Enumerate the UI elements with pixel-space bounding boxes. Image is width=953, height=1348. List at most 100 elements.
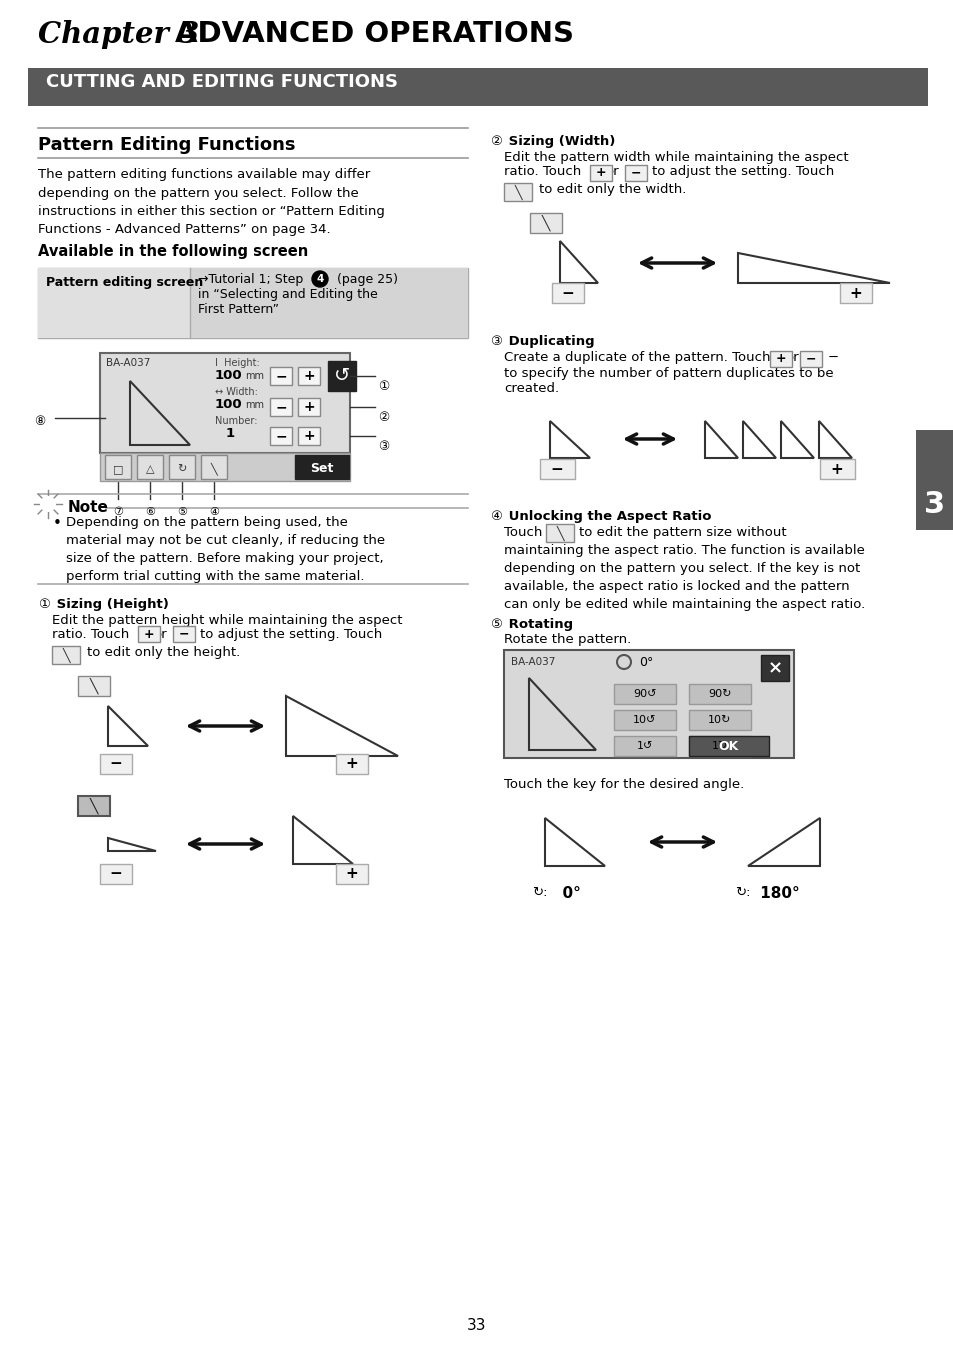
Text: ╲: ╲ <box>556 526 563 541</box>
Text: ↻: ↻ <box>177 464 187 474</box>
Bar <box>335 864 368 884</box>
Text: Chapter 3: Chapter 3 <box>38 20 199 49</box>
Text: ADVANCED OPERATIONS: ADVANCED OPERATIONS <box>174 20 574 49</box>
Text: ╲: ╲ <box>541 214 550 231</box>
Text: 10↻: 10↻ <box>707 714 731 725</box>
Text: Note: Note <box>68 500 109 515</box>
Text: I  Height:: I Height: <box>214 359 259 368</box>
Text: −: − <box>110 756 122 771</box>
Bar <box>169 456 194 479</box>
Text: Edit the pattern height while maintaining the aspect: Edit the pattern height while maintainin… <box>52 613 402 627</box>
Bar <box>614 710 676 731</box>
Bar <box>552 283 583 303</box>
Bar <box>100 353 350 453</box>
Bar <box>769 350 791 367</box>
Bar <box>28 67 927 106</box>
Text: □: □ <box>112 464 123 474</box>
Text: −: − <box>110 867 122 882</box>
Text: 100: 100 <box>214 369 242 381</box>
Bar <box>201 456 227 479</box>
Bar <box>138 625 160 642</box>
Bar <box>335 754 368 774</box>
Text: 180°: 180° <box>754 886 799 900</box>
Text: BA-A037: BA-A037 <box>106 359 151 368</box>
Text: First Pattern”: First Pattern” <box>198 303 278 315</box>
Text: +: + <box>830 461 842 476</box>
Text: −: − <box>805 352 816 365</box>
Text: ratio. Touch: ratio. Touch <box>503 164 580 178</box>
Text: Edit the pattern width while maintaining the aspect: Edit the pattern width while maintaining… <box>503 151 848 164</box>
Bar <box>78 675 110 696</box>
Bar <box>539 460 575 479</box>
Text: ratio. Touch: ratio. Touch <box>52 628 129 642</box>
Text: ╲: ╲ <box>514 185 521 200</box>
Text: ①: ① <box>38 599 50 611</box>
Text: ②: ② <box>490 135 501 148</box>
Bar <box>270 367 292 386</box>
Text: ↻:: ↻: <box>532 886 547 899</box>
Bar <box>78 797 110 816</box>
Bar <box>172 625 194 642</box>
Text: ×: × <box>766 659 781 677</box>
Text: −: − <box>178 628 189 640</box>
Bar <box>294 456 349 479</box>
Circle shape <box>41 497 55 511</box>
Text: 0°: 0° <box>639 656 653 669</box>
Bar <box>688 710 750 731</box>
Text: +: + <box>303 400 314 414</box>
Text: Pattern editing screen: Pattern editing screen <box>46 276 203 288</box>
Text: ①: ① <box>377 380 389 394</box>
Bar <box>190 268 468 338</box>
Text: or: or <box>604 164 618 178</box>
Text: 90↺: 90↺ <box>633 689 656 700</box>
Text: Touch: Touch <box>503 526 542 539</box>
Text: −: − <box>561 286 574 301</box>
Text: •: • <box>53 516 62 531</box>
Bar <box>52 646 80 665</box>
Bar <box>297 427 319 445</box>
Text: ③: ③ <box>377 439 389 453</box>
Text: −: − <box>550 461 563 476</box>
Text: +: + <box>144 628 154 640</box>
Text: −: − <box>274 369 287 383</box>
Text: 33: 33 <box>467 1318 486 1333</box>
Text: Unlocking the Aspect Ratio: Unlocking the Aspect Ratio <box>503 510 711 523</box>
Bar <box>328 361 355 391</box>
Text: mm: mm <box>245 371 264 381</box>
Bar <box>614 683 676 704</box>
Bar <box>530 213 561 233</box>
Text: −: − <box>630 167 640 179</box>
Bar <box>38 268 468 338</box>
Text: Depending on the pattern being used, the
material may not be cut cleanly, if red: Depending on the pattern being used, the… <box>66 516 385 582</box>
Bar <box>688 736 750 756</box>
Bar <box>137 456 163 479</box>
Text: +: + <box>775 352 785 365</box>
Text: 1↺: 1↺ <box>637 741 653 751</box>
Text: Duplicating: Duplicating <box>503 336 594 348</box>
Bar <box>589 164 612 181</box>
Text: −: − <box>274 400 287 414</box>
Text: +: + <box>849 286 862 301</box>
Text: Rotate the pattern.: Rotate the pattern. <box>503 634 631 646</box>
Text: ↻:: ↻: <box>734 886 750 899</box>
Bar <box>688 683 750 704</box>
Text: 100: 100 <box>214 398 242 411</box>
Text: +: + <box>303 429 314 443</box>
Text: to adjust the setting. Touch: to adjust the setting. Touch <box>651 164 833 178</box>
Bar <box>100 453 350 481</box>
Text: △: △ <box>146 464 154 474</box>
Text: ②: ② <box>377 411 389 425</box>
Bar <box>820 460 854 479</box>
Bar <box>614 736 676 756</box>
Text: Set: Set <box>310 462 334 476</box>
Text: 1: 1 <box>226 427 234 439</box>
Text: +: + <box>303 369 314 383</box>
Text: to adjust the setting. Touch: to adjust the setting. Touch <box>200 628 382 642</box>
Text: (page 25): (page 25) <box>333 274 397 286</box>
Text: to edit the pattern size without: to edit the pattern size without <box>578 526 786 539</box>
Bar <box>840 283 871 303</box>
Bar <box>100 754 132 774</box>
Bar <box>270 398 292 417</box>
Text: 10↺: 10↺ <box>633 714 656 725</box>
Text: −: − <box>274 429 287 443</box>
